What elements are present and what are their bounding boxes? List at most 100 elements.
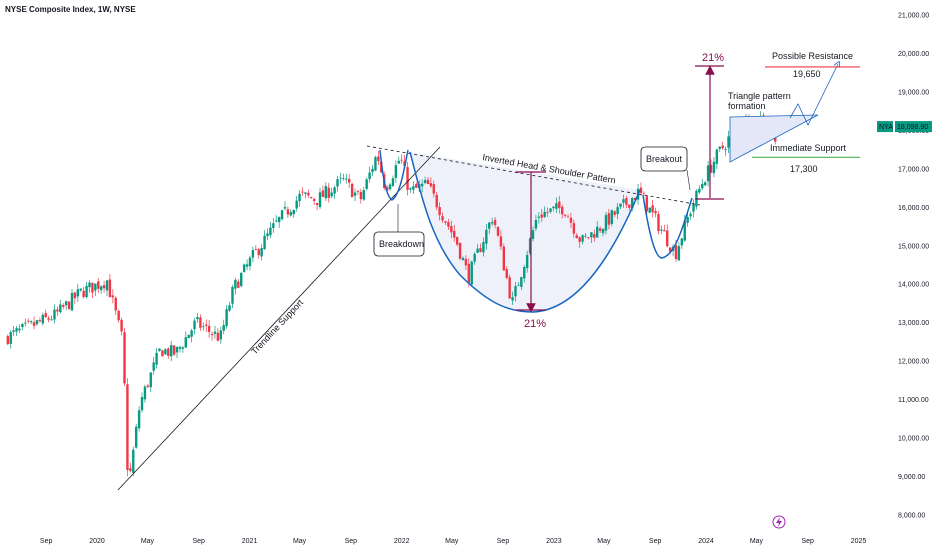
candle-body: [38, 320, 42, 322]
candle-body: [385, 187, 389, 191]
candle-body: [482, 242, 485, 253]
candle-body: [286, 209, 290, 215]
candle-body: [178, 346, 182, 349]
y-tick-label: 10,000.00: [898, 436, 929, 443]
left-shoulder-curve[interactable]: [379, 149, 409, 201]
y-tick-label: 17,000.00: [898, 166, 929, 173]
y-tick-label: 11,000.00: [898, 397, 929, 404]
y-tick-label: 13,000.00: [898, 320, 929, 327]
event-icon[interactable]: [772, 515, 786, 529]
candle-body: [610, 210, 613, 224]
candle-body: [560, 206, 564, 215]
candle-body: [129, 468, 132, 472]
trendline-support-line[interactable]: [117, 146, 441, 491]
candle-body: [371, 168, 374, 173]
candle-body: [152, 362, 155, 371]
candle-body: [488, 222, 491, 229]
candle-body: [537, 216, 541, 218]
candle-body: [578, 237, 581, 242]
triangle-pattern[interactable]: [729, 114, 819, 163]
candle-body: [94, 283, 97, 291]
candle-body: [62, 305, 65, 307]
candle-body: [601, 228, 605, 234]
candle-body: [674, 245, 678, 260]
candle-body: [514, 286, 517, 297]
candle-body: [231, 286, 234, 304]
candle-body: [455, 237, 459, 245]
candle-body: [202, 326, 205, 328]
candle-body: [502, 246, 506, 271]
candle-body: [490, 222, 494, 224]
candle-body: [207, 325, 211, 332]
neckline[interactable]: [366, 145, 701, 206]
candle-body: [572, 223, 576, 234]
candle-body: [79, 288, 82, 291]
x-tick-label: Sep: [192, 538, 205, 545]
candle-body: [631, 198, 634, 209]
candle-body: [701, 183, 704, 189]
candle-body: [721, 145, 724, 149]
candle-body: [423, 180, 427, 183]
breakdown-callout[interactable]: Breakdown: [373, 204, 425, 257]
candle-body: [505, 268, 508, 278]
candle-body: [598, 228, 602, 231]
candle-body: [21, 323, 24, 328]
candle-body: [525, 254, 529, 269]
inverted-head-curve[interactable]: [409, 151, 641, 313]
candle-body: [648, 207, 651, 213]
candle-body: [222, 325, 225, 331]
x-tick-label: Sep: [497, 538, 510, 545]
candle-body: [668, 247, 672, 252]
candle-body: [368, 172, 371, 180]
candle-body: [727, 136, 730, 148]
candle-body: [709, 164, 713, 173]
y-tick-label: 9,000.00: [898, 474, 925, 481]
candle-body: [35, 320, 39, 325]
candle-body: [703, 182, 707, 186]
candle-body: [269, 227, 272, 236]
chart-title: NYSE Composite Index, 1W, NYSE: [5, 5, 136, 14]
candle-body: [27, 320, 30, 322]
candle-body: [613, 211, 616, 215]
candle-body: [689, 213, 692, 217]
candle-body: [467, 263, 471, 283]
breakout-callout[interactable]: Breakout: [640, 146, 691, 191]
candle-body: [374, 157, 377, 171]
candle-body: [266, 233, 269, 237]
right-shoulder-curve[interactable]: [642, 194, 693, 259]
y-tick-label: 19,000.00: [898, 89, 929, 96]
candle-body: [120, 319, 123, 332]
candle-body: [219, 330, 223, 340]
y-tick-label: 20,000.00: [898, 51, 929, 58]
triangle-label-line2: formation: [728, 101, 766, 111]
x-tick-label: Sep: [801, 538, 814, 545]
candle-body: [181, 347, 185, 349]
candle-body: [651, 205, 654, 213]
candle-body: [59, 304, 62, 312]
y-tick-label: 15,000.00: [898, 243, 929, 250]
candle-body: [114, 297, 117, 311]
candle-body: [99, 286, 103, 291]
candle-body: [196, 316, 199, 320]
candle-body: [476, 248, 479, 253]
candle-body: [415, 184, 418, 188]
candle-body: [12, 330, 15, 332]
candle-body: [289, 212, 293, 216]
candle-body: [520, 277, 523, 287]
candle-body: [175, 347, 179, 353]
candle-body: [111, 295, 115, 298]
candle-body: [356, 191, 360, 192]
candle-body: [444, 221, 447, 223]
candle-body: [123, 332, 126, 384]
candle-body: [566, 216, 570, 218]
candle-body: [190, 330, 193, 337]
candle-body: [82, 290, 85, 298]
candle-body: [633, 198, 637, 200]
candle-body: [706, 165, 710, 182]
candle-body: [73, 292, 77, 299]
candle-body: [187, 334, 190, 339]
candle-body: [242, 264, 246, 273]
candle-body: [470, 261, 473, 285]
candle-body: [517, 284, 520, 286]
